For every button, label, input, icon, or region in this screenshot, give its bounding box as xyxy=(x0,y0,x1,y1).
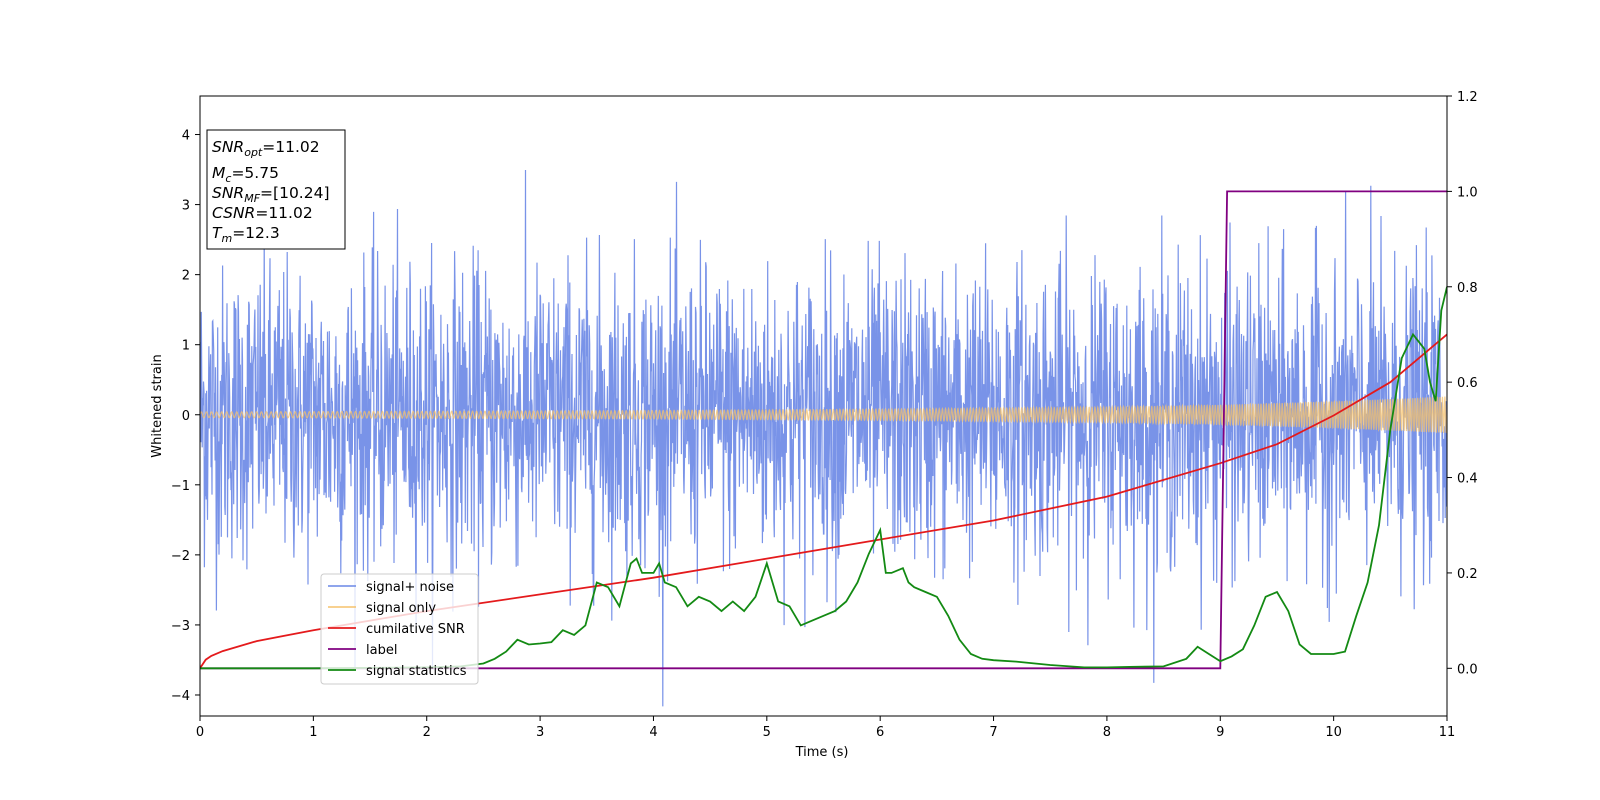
y-axis-right: 0.0 0.2 0.4 0.6 0.8 1.0 1.2 xyxy=(1447,90,1478,677)
legend-entry-signal: signal only xyxy=(366,601,436,616)
x-tick-label: 7 xyxy=(989,725,997,740)
x-tick-label: 0 xyxy=(196,725,204,740)
legend-entry-snr: cumilative SNR xyxy=(366,622,465,637)
series-label xyxy=(200,190,1447,670)
x-tick-label: 3 xyxy=(536,725,544,740)
y-right-tick-label: 0.4 xyxy=(1457,472,1478,487)
plot-area xyxy=(200,169,1447,707)
y-right-tick-label: 1.0 xyxy=(1457,185,1478,200)
y-right-tick-label: 0.2 xyxy=(1457,567,1478,582)
y-left-tick-label: −1 xyxy=(171,479,190,494)
x-tick-label: 11 xyxy=(1439,725,1456,740)
series-signal-only xyxy=(200,395,1447,434)
legend: signal+ noise signal only cumilative SNR… xyxy=(320,573,479,685)
plot-frame xyxy=(199,95,1448,717)
info-box: SNRopt=11.02 Mc=5.75 SNRMF=[10.24] CSNR=… xyxy=(206,129,346,250)
info-tm: Tm=12.3 xyxy=(212,224,280,245)
y-left-tick-label: −4 xyxy=(171,689,190,704)
y-left-tick-label: 1 xyxy=(182,339,190,354)
series-cumulative-snr xyxy=(200,333,1447,669)
y-left-tick-label: −3 xyxy=(171,619,190,634)
legend-entry-label: label xyxy=(366,643,397,658)
legend-entry-stats: signal statistics xyxy=(366,664,467,679)
x-tick-label: 2 xyxy=(423,725,431,740)
y-right-tick-label: 0.0 xyxy=(1457,662,1478,677)
series-signal-statistics xyxy=(200,286,1447,670)
y-left-tick-label: −2 xyxy=(171,549,190,564)
info-snr-opt: SNRopt=11.02 xyxy=(212,138,320,159)
y-left-tick-label: 3 xyxy=(182,199,190,214)
x-tick-label: 1 xyxy=(309,725,317,740)
y-axis-label: Whitened strain xyxy=(150,354,165,457)
x-tick-label: 9 xyxy=(1216,725,1224,740)
x-tick-label: 10 xyxy=(1325,725,1342,740)
x-tick-label: 4 xyxy=(649,725,657,740)
x-tick-label: 6 xyxy=(876,725,884,740)
info-snr-mf: SNRMF=[10.24] xyxy=(212,184,330,205)
y-left-tick-label: 2 xyxy=(182,269,190,284)
y-right-tick-label: 0.8 xyxy=(1457,281,1478,296)
y-right-tick-label: 0.6 xyxy=(1457,376,1478,391)
series-signal-plus-noise xyxy=(200,169,1447,707)
y-left-tick-label: 0 xyxy=(182,409,190,424)
y-left-tick-label: 4 xyxy=(182,129,190,144)
x-tick-label: 5 xyxy=(763,725,771,740)
x-axis-label: Time (s) xyxy=(795,745,849,760)
y-right-tick-label: 1.2 xyxy=(1457,90,1478,105)
x-axis: 0 1 2 3 4 5 6 7 8 9 10 11 xyxy=(196,716,1455,740)
x-tick-label: 8 xyxy=(1103,725,1111,740)
info-mc: Mc=5.75 xyxy=(212,164,279,185)
info-csnr: CSNR=11.02 xyxy=(212,204,313,222)
y-axis-left: −4 −3 −2 −1 0 1 2 3 4 xyxy=(171,129,200,704)
legend-entry-noise: signal+ noise xyxy=(366,580,454,595)
